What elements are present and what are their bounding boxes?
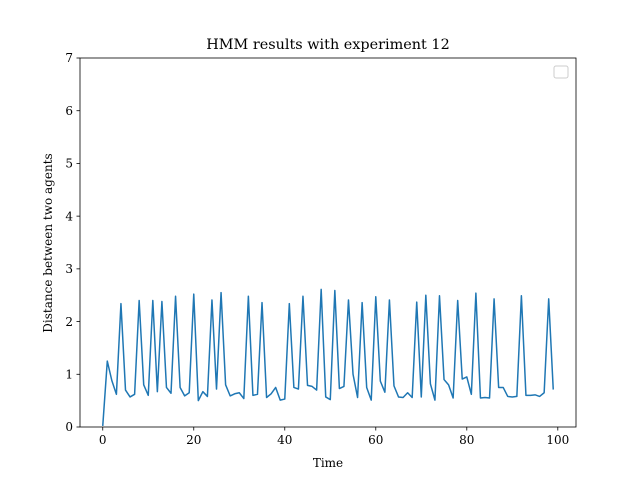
x-tick-label: 60: [368, 433, 383, 447]
x-axis-ticks: 0 20 40 60 80 100: [99, 427, 569, 447]
x-tick-label: 40: [277, 433, 292, 447]
axes-frame: [79, 57, 577, 428]
legend-box: [553, 65, 569, 79]
x-axis-label: Time: [313, 456, 343, 470]
y-tick-label: 6: [65, 104, 73, 118]
x-tick-label: 0: [99, 433, 107, 447]
y-tick-label: 4: [65, 209, 73, 223]
y-tick-label: 3: [65, 262, 73, 276]
y-axis-ticks: 0 1 2 3 4 5 6 7: [65, 51, 80, 434]
y-axis-label: Distance between two agents: [41, 153, 55, 332]
x-tick-label: 20: [186, 433, 201, 447]
x-tick-label: 100: [546, 433, 569, 447]
series-line-0: [102, 288, 554, 427]
x-tick-label: 80: [459, 433, 474, 447]
plot-area: [79, 57, 577, 428]
y-tick-label: 2: [65, 315, 73, 329]
y-tick-label: 7: [65, 51, 73, 65]
y-tick-label: 0: [65, 420, 73, 434]
y-tick-label: 5: [65, 157, 73, 171]
chart-title: HMM results with experiment 12: [206, 37, 449, 53]
y-tick-label: 1: [65, 367, 73, 381]
